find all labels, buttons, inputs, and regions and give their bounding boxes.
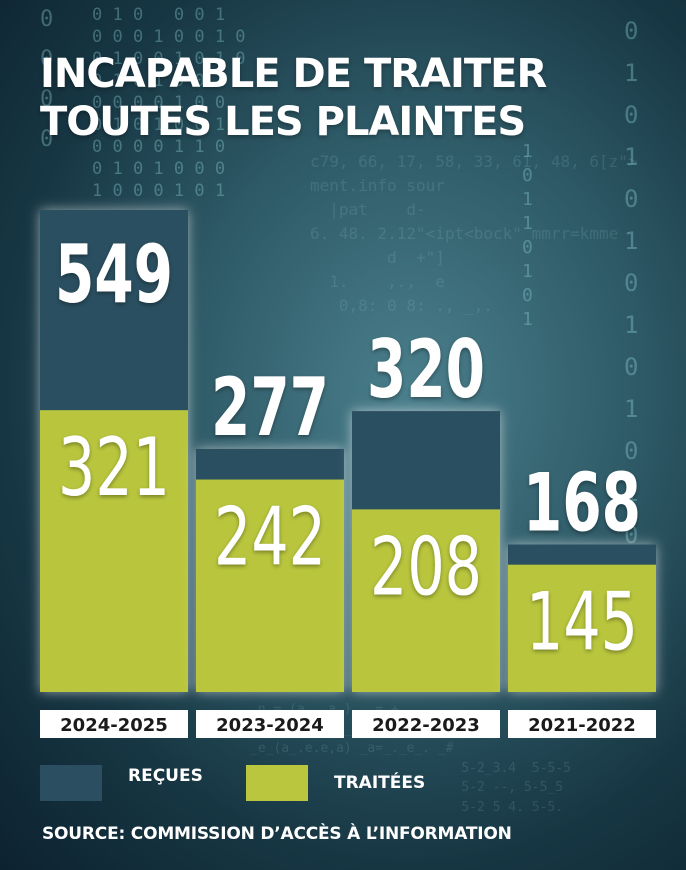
value-label-processed: 145	[526, 576, 638, 669]
legend-label-received: REÇUES	[128, 766, 203, 786]
category-label-box	[352, 710, 500, 738]
bar-processed	[196, 479, 344, 692]
value-label-received: 277	[211, 361, 329, 454]
category-label-box	[196, 710, 344, 738]
category-label: 2021-2022	[528, 715, 636, 736]
value-label-received: 320	[367, 323, 485, 416]
title-line-2: TOUTES LES PLAINTES	[40, 99, 526, 145]
legend-swatch-processed	[246, 765, 308, 801]
value-label-processed: 321	[58, 421, 170, 514]
value-label-processed: 242	[214, 491, 326, 584]
category-label-box	[508, 710, 656, 738]
bar-processed	[352, 509, 500, 692]
bar-processed	[508, 564, 656, 692]
title-line-1: INCAPABLE DE TRAITER	[40, 51, 547, 97]
legend-swatch-received	[40, 765, 102, 801]
source-note: SOURCE: COMMISSION D’ACCÈS À L’INFORMATI…	[42, 824, 512, 844]
bar-processed	[40, 410, 188, 692]
category-label: 2023-2024	[216, 715, 324, 736]
bar-group	[196, 448, 344, 692]
category-label-box	[40, 710, 188, 738]
bar-group	[508, 544, 656, 692]
legend-label-processed: TRAITÉES	[334, 773, 426, 793]
category-label: 2022-2023	[372, 715, 480, 736]
value-label-processed: 208	[370, 520, 482, 613]
category-label: 2024-2025	[60, 715, 168, 736]
bar-group	[40, 210, 188, 692]
value-label-received: 168	[523, 457, 641, 550]
bar-group	[352, 411, 500, 692]
value-label-received: 549	[55, 228, 173, 321]
page-title: INCAPABLE DE TRAITER TOUTES LES PLAINTES	[40, 50, 547, 146]
